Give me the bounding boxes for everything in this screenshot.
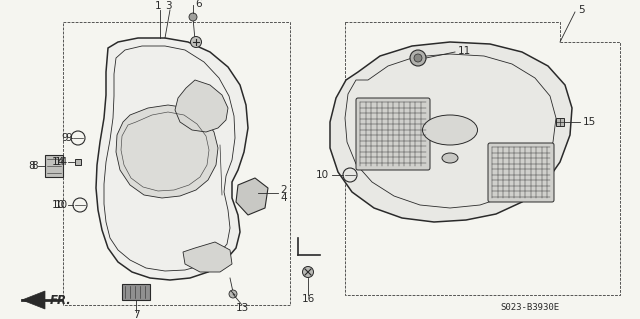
Circle shape (189, 13, 197, 21)
Text: 2: 2 (280, 185, 287, 195)
Circle shape (303, 266, 314, 278)
Text: 10: 10 (316, 170, 329, 180)
Circle shape (410, 50, 426, 66)
Circle shape (414, 54, 422, 62)
Polygon shape (116, 105, 218, 198)
Text: 10: 10 (52, 200, 65, 210)
Polygon shape (183, 242, 232, 272)
Text: S023-B3930E: S023-B3930E (500, 303, 559, 313)
Circle shape (229, 290, 237, 298)
Text: 14: 14 (52, 157, 65, 167)
Text: 5: 5 (578, 5, 584, 15)
FancyBboxPatch shape (356, 98, 430, 170)
Text: 9: 9 (65, 133, 72, 143)
Polygon shape (96, 38, 248, 280)
Polygon shape (22, 291, 45, 309)
Text: 11: 11 (458, 46, 471, 56)
Text: 14: 14 (55, 157, 68, 167)
Text: 3: 3 (164, 1, 172, 11)
Text: 4: 4 (280, 193, 287, 203)
FancyBboxPatch shape (556, 118, 564, 126)
Ellipse shape (442, 153, 458, 163)
Text: 16: 16 (301, 294, 315, 304)
FancyBboxPatch shape (488, 143, 554, 202)
Text: 6: 6 (195, 0, 202, 9)
FancyBboxPatch shape (45, 155, 63, 177)
Text: 1: 1 (155, 1, 161, 11)
Text: 9: 9 (61, 133, 68, 143)
Text: 13: 13 (236, 303, 248, 313)
Text: 8: 8 (28, 161, 35, 171)
Text: 8: 8 (31, 161, 38, 171)
FancyBboxPatch shape (122, 284, 150, 300)
Circle shape (191, 36, 202, 48)
Polygon shape (175, 80, 228, 132)
Ellipse shape (422, 115, 477, 145)
Polygon shape (236, 178, 268, 215)
Text: FR.: FR. (50, 293, 72, 307)
Text: 10: 10 (55, 200, 68, 210)
Text: 15: 15 (583, 117, 596, 127)
Text: 7: 7 (132, 310, 140, 319)
Polygon shape (330, 42, 572, 222)
